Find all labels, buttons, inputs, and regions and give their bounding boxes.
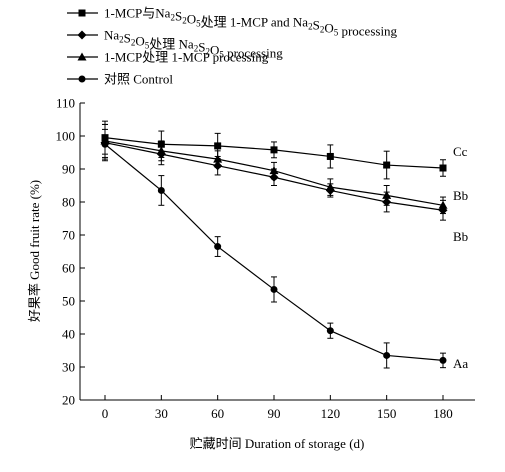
data-point xyxy=(269,166,279,175)
legend-text-part: O xyxy=(187,12,196,27)
data-point xyxy=(438,200,448,209)
series-triangle xyxy=(100,123,448,215)
data-point xyxy=(157,186,165,194)
legend-marker xyxy=(77,30,87,40)
legend-item: 1-MCP处理 1-MCP processing xyxy=(67,50,269,65)
y-tick-label: 110 xyxy=(56,96,75,111)
legend-text-part: O xyxy=(135,34,144,49)
legend-subscript: 2 xyxy=(131,38,136,48)
data-point xyxy=(156,146,166,155)
legend-subscript: 2 xyxy=(182,16,187,26)
legend-text-part: S xyxy=(124,31,131,46)
legend-text-part: O xyxy=(210,43,219,58)
data-point xyxy=(214,142,222,150)
data-point xyxy=(270,285,278,293)
legend-subscript: 2 xyxy=(320,25,325,35)
x-tick-label: 60 xyxy=(211,406,224,421)
legend-marker xyxy=(78,75,86,83)
legend-label: 对照 Control xyxy=(104,72,173,87)
legend-subscript: 5 xyxy=(334,28,339,38)
legend-subscript: 2 xyxy=(194,44,199,54)
y-axis-label: 好果率 Good fruit rate (%) xyxy=(27,180,42,322)
x-tick-label: 180 xyxy=(433,406,453,421)
x-tick-label: 90 xyxy=(268,406,281,421)
legend-item: Na2S2O5处理 Na2S2O5 processing xyxy=(67,28,283,61)
y-tick-label: 100 xyxy=(56,129,76,144)
legend-subscript: 5 xyxy=(219,50,224,60)
legend-label: 1-MCP处理 1-MCP processing xyxy=(104,50,269,65)
legend: 1-MCP与Na2S2O5处理 1-MCP and Na2S2O5 proces… xyxy=(67,6,398,87)
x-tick-label: 150 xyxy=(377,406,397,421)
y-tick-label: 30 xyxy=(62,360,75,375)
legend-subscript: 2 xyxy=(308,22,313,32)
legend-text-part: 处理 1-MCP and Na xyxy=(201,15,309,30)
legend-subscript: 2 xyxy=(119,35,124,45)
x-ticks: 0 30 60 90 120 150 180 xyxy=(102,395,453,421)
data-point xyxy=(101,140,109,148)
legend-marker xyxy=(77,52,87,61)
y-tick-label: 50 xyxy=(62,294,75,309)
data-point xyxy=(326,327,334,335)
legend-subscript: 5 xyxy=(145,41,150,51)
y-tick-label: 20 xyxy=(62,393,75,408)
series-layer xyxy=(100,120,448,369)
legend-label: Na2S2O5处理 Na2S2O5 processing xyxy=(104,28,283,61)
axes xyxy=(79,103,475,401)
end-label: Bb xyxy=(453,229,468,244)
data-point xyxy=(325,182,335,191)
legend-text-part: processing xyxy=(224,46,283,61)
data-point xyxy=(326,152,334,160)
legend-text-part: S xyxy=(175,9,182,24)
legend-text-part: processing xyxy=(338,24,397,39)
data-point xyxy=(439,164,447,172)
legend-subscript: 2 xyxy=(205,47,210,57)
data-point xyxy=(383,161,391,169)
legend-marker xyxy=(78,9,86,17)
end-label: Aa xyxy=(453,356,468,371)
legend-item: 1-MCP与Na2S2O5处理 1-MCP and Na2S2O5 proces… xyxy=(67,6,398,39)
y-ticks: 20 30 40 50 60 70 80 90 100 110 xyxy=(56,96,85,408)
y-tick-label: 60 xyxy=(62,261,75,276)
data-point xyxy=(270,146,278,154)
data-point xyxy=(382,190,392,199)
x-tick-label: 30 xyxy=(155,406,168,421)
data-point xyxy=(383,351,391,359)
data-point xyxy=(439,356,447,364)
legend-item: 对照 Control xyxy=(67,72,173,87)
y-tick-label: 40 xyxy=(62,327,75,342)
legend-text-part: 处理 Na xyxy=(149,37,194,52)
x-tick-label: 120 xyxy=(321,406,341,421)
end-labels: Cc Bb Bb Aa xyxy=(453,144,468,371)
series-circle xyxy=(101,128,447,369)
y-tick-label: 70 xyxy=(62,228,75,243)
x-axis-label: 贮藏时间 Duration of storage (d) xyxy=(190,436,365,451)
legend-text-part: Na xyxy=(104,28,119,43)
x-tick-label: 0 xyxy=(102,406,109,421)
legend-text-part: O xyxy=(324,21,333,36)
legend-subscript: 2 xyxy=(170,13,175,23)
legend-label: 1-MCP与Na2S2O5处理 1-MCP and Na2S2O5 proces… xyxy=(104,6,398,39)
legend-text-part: S xyxy=(198,40,205,55)
y-tick-label: 90 xyxy=(62,162,75,177)
legend-text-part: S xyxy=(313,18,320,33)
data-point xyxy=(214,243,222,251)
legend-text-part: 1-MCP与Na xyxy=(104,6,171,21)
y-tick-label: 80 xyxy=(62,195,75,210)
legend-subscript: 5 xyxy=(196,19,201,29)
data-point xyxy=(213,154,223,163)
end-label: Bb xyxy=(453,188,468,203)
end-label: Cc xyxy=(453,144,468,159)
